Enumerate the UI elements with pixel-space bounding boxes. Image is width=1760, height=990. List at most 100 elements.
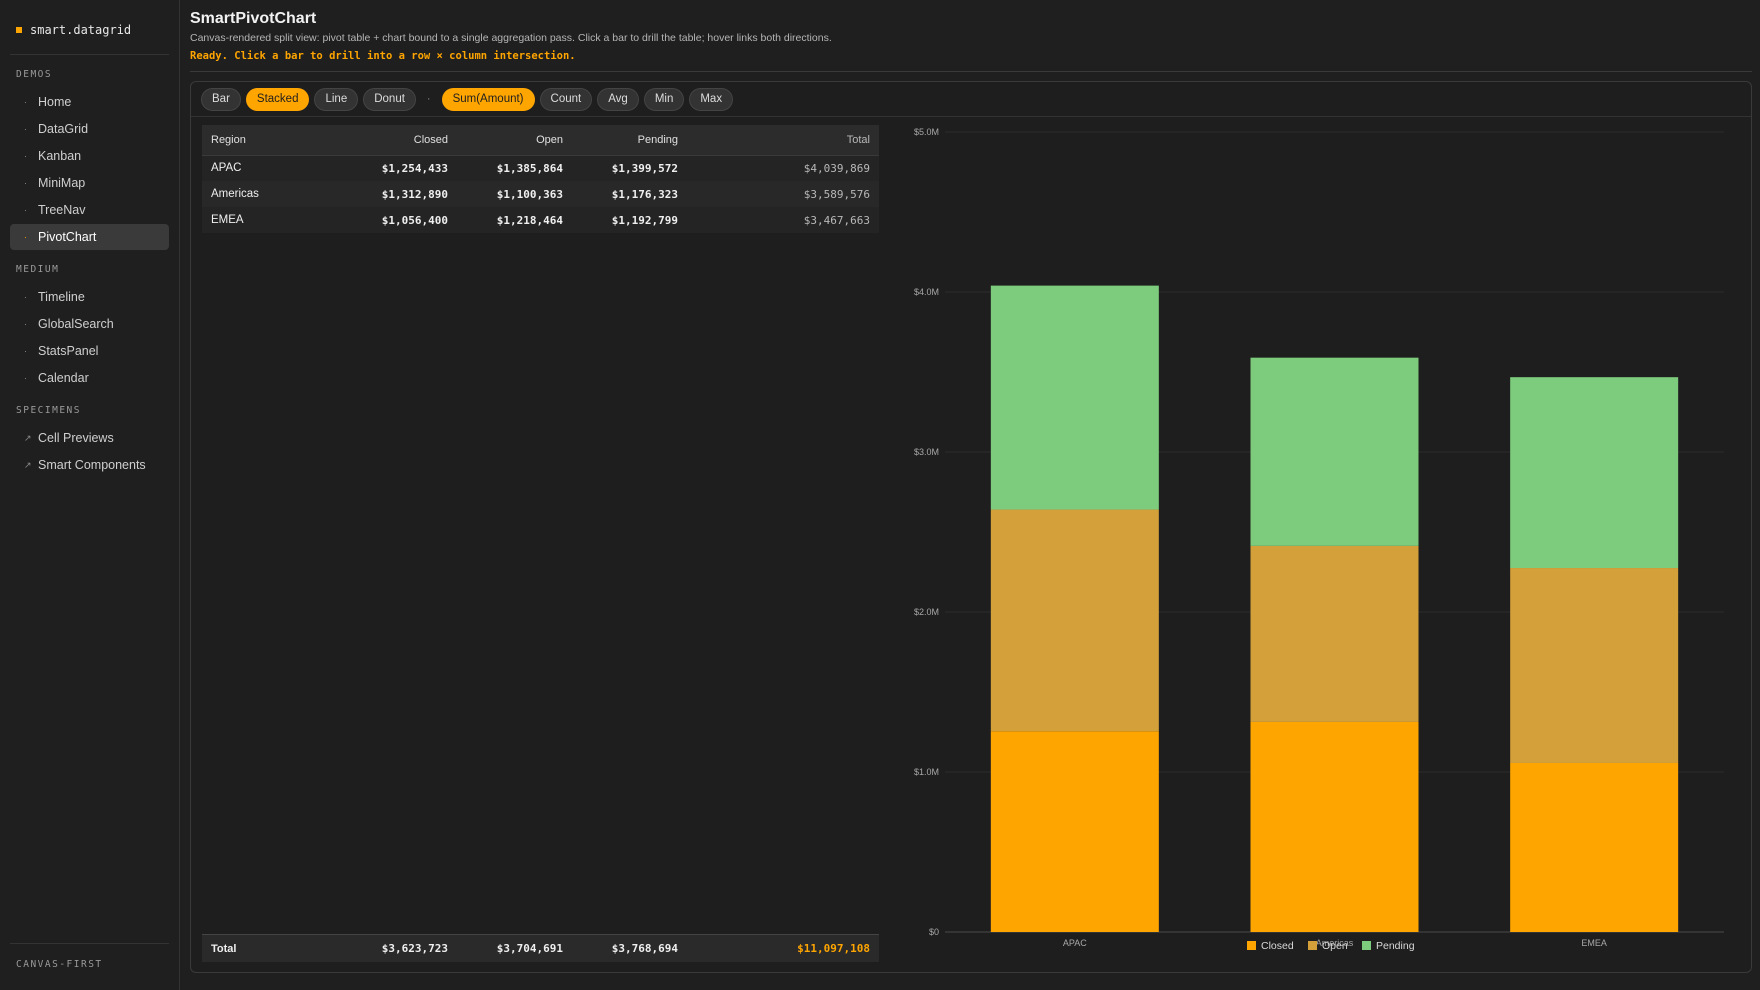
column-header-closed[interactable]: Closed	[342, 125, 457, 156]
brand[interactable]: smart.datagrid	[0, 0, 179, 44]
table-row[interactable]: Americas $1,312,890 $1,100,363 $1,176,323 $3…	[202, 181, 879, 207]
cell-total[interactable]: $3,467,663	[687, 207, 879, 233]
cell-open[interactable]: $1,385,864	[457, 155, 572, 181]
cell-pending[interactable]: $1,176,323	[572, 181, 687, 207]
divider	[10, 943, 169, 944]
table-row[interactable]: APAC $1,254,433 $1,385,864 $1,399,572 $4,039…	[202, 155, 879, 181]
bar-segment-apac-pending[interactable]	[990, 285, 1159, 510]
chart-type-donut-button[interactable]: Donut	[363, 87, 416, 111]
aggregation-count-button[interactable]: Count	[539, 87, 593, 111]
row-label[interactable]: EMEA	[202, 207, 342, 233]
legend-label: Open	[1322, 940, 1348, 952]
main-content: SmartPivotChart Canvas-rendered split vi…	[180, 0, 1760, 990]
sidebar-item-pivotchart[interactable]: · PivotChart	[10, 224, 169, 250]
column-header-total[interactable]: Total	[687, 125, 879, 156]
sidebar-item-label: DataGrid	[38, 122, 89, 136]
sidebar-item-calendar[interactable]: · Calendar	[10, 365, 169, 391]
sidebar: smart.datagrid DEMOS · Home · DataGrid · Kanba…	[0, 0, 180, 990]
y-tick-label: $3.0M	[914, 447, 939, 457]
bullet-icon: ·	[24, 319, 27, 329]
bullet-icon: ·	[24, 151, 27, 161]
sidebar-item-label: Cell Previews	[38, 431, 114, 445]
brand-name: smart.datagrid	[30, 23, 132, 37]
cell-total[interactable]: $4,039,869	[687, 155, 879, 181]
cell-closed[interactable]: $1,056,400	[342, 207, 457, 233]
cell-pending[interactable]: $1,192,799	[572, 207, 687, 233]
sidebar-item-label: Kanban	[38, 149, 82, 163]
bullet-icon: ·	[24, 346, 27, 356]
status-line: Ready. Click a bar to drill into a row ×…	[190, 50, 1752, 72]
aggregation-avg-button[interactable]: Avg	[597, 87, 639, 111]
total-label: Total	[211, 942, 237, 955]
nav-section-title: SPECIMENS	[16, 405, 81, 416]
cell-pending[interactable]: $1,399,572	[572, 155, 687, 181]
aggregation-sumamount-button[interactable]: Sum(Amount)	[441, 87, 535, 111]
cell-closed[interactable]: $1,254,433	[342, 155, 457, 181]
legend-swatch-pending[interactable]	[1362, 941, 1371, 950]
sidebar-item-label: Timeline	[38, 290, 85, 304]
sidebar-item-label: Home	[38, 95, 72, 109]
bar-segment-americas-closed[interactable]	[1250, 721, 1419, 932]
external-link-icon: ↗	[24, 432, 32, 443]
column-header-open[interactable]: Open	[457, 125, 572, 156]
sidebar-item-label: Smart Components	[38, 458, 146, 472]
y-tick-label: $2.0M	[914, 607, 939, 617]
legend-swatch-closed[interactable]	[1247, 941, 1256, 950]
pivot-chart-panel: Bar Stacked Line Donut · Sum(Amount) Count Avg M…	[190, 81, 1752, 973]
bar-segment-americas-pending[interactable]	[1250, 357, 1419, 546]
column-header-pending[interactable]: Pending	[572, 125, 687, 156]
chart-type-stacked-button[interactable]: Stacked	[245, 87, 310, 111]
chart-type-bar-button[interactable]: Bar	[201, 87, 241, 111]
table-total-row: Total $3,623,723 $3,704,691 $3,768,694 $…	[202, 934, 879, 962]
x-tick-label: APAC	[1063, 938, 1087, 948]
sidebar-item-timeline[interactable]: · Timeline	[10, 284, 169, 310]
sidebar-item-kanban[interactable]: · Kanban	[10, 143, 169, 169]
row-label[interactable]: Americas	[202, 181, 342, 207]
brand-logo-icon	[16, 27, 22, 33]
sidebar-item-treenav[interactable]: · TreeNav	[10, 197, 169, 223]
sidebar-item-label: StatsPanel	[38, 344, 99, 358]
grand-total: $11,097,108	[797, 942, 870, 955]
cell-closed[interactable]: $1,312,890	[342, 181, 457, 207]
bar-segment-emea-pending[interactable]	[1510, 377, 1679, 569]
cell-open[interactable]: $1,100,363	[457, 181, 572, 207]
bar-segment-apac-closed[interactable]	[990, 731, 1159, 932]
column-header-region[interactable]: Region	[202, 125, 342, 156]
y-tick-label: $5.0M	[914, 127, 939, 137]
sidebar-item-datagrid[interactable]: · DataGrid	[10, 116, 169, 142]
nav-section-title: DEMOS	[16, 69, 53, 80]
divider	[10, 54, 169, 55]
sidebar-item-minimap[interactable]: · MiniMap	[10, 170, 169, 196]
sidebar-item-label: GlobalSearch	[38, 317, 114, 331]
aggregation-max-button[interactable]: Max	[689, 87, 734, 111]
legend-label: Pending	[1376, 940, 1415, 952]
sidebar-item-smart-components[interactable]: ↗ Smart Components	[10, 452, 169, 478]
sidebar-footer: CANVAS-FIRST	[0, 943, 179, 990]
y-tick-label: $4.0M	[914, 287, 939, 297]
y-tick-label: $0	[929, 927, 939, 937]
sidebar-item-cell-previews[interactable]: ↗ Cell Previews	[10, 425, 169, 451]
aggregation-min-button[interactable]: Min	[643, 87, 685, 111]
nav-section-title: MEDIUM	[16, 264, 60, 275]
row-label[interactable]: APAC	[202, 155, 342, 181]
sidebar-nav: DEMOS · Home · DataGrid · Kanban · MiniMap · TreeN…	[0, 69, 179, 478]
chart-area: $0 $1.0M $2.0M $3.0M $4.0M $5.0M APAC Americas E…	[889, 118, 1734, 962]
chart-type-line-button[interactable]: Line	[314, 87, 359, 111]
sidebar-item-label: MiniMap	[38, 176, 86, 190]
cell-total[interactable]: $3,589,576	[687, 181, 879, 207]
sidebar-item-globalsearch[interactable]: · GlobalSearch	[10, 311, 169, 337]
legend-swatch-open[interactable]	[1308, 941, 1317, 950]
bar-segment-apac-open[interactable]	[990, 509, 1159, 732]
bar-segment-americas-open[interactable]	[1250, 545, 1419, 722]
table-row[interactable]: EMEA $1,056,400 $1,218,464 $1,192,799 $3,467…	[202, 207, 879, 233]
bullet-icon: ·	[24, 124, 27, 134]
sidebar-item-home[interactable]: · Home	[10, 89, 169, 115]
external-link-icon: ↗	[24, 459, 32, 470]
total-pending: $3,768,694	[611, 942, 678, 955]
bar-segment-emea-closed[interactable]	[1510, 762, 1679, 932]
bar-segment-emea-open[interactable]	[1510, 568, 1679, 763]
x-tick-label: EMEA	[1581, 938, 1607, 948]
cell-open[interactable]: $1,218,464	[457, 207, 572, 233]
pivot-table: Region Closed Open Pending Total APAC $1,…	[202, 125, 879, 962]
sidebar-item-statspanel[interactable]: · StatsPanel	[10, 338, 169, 364]
